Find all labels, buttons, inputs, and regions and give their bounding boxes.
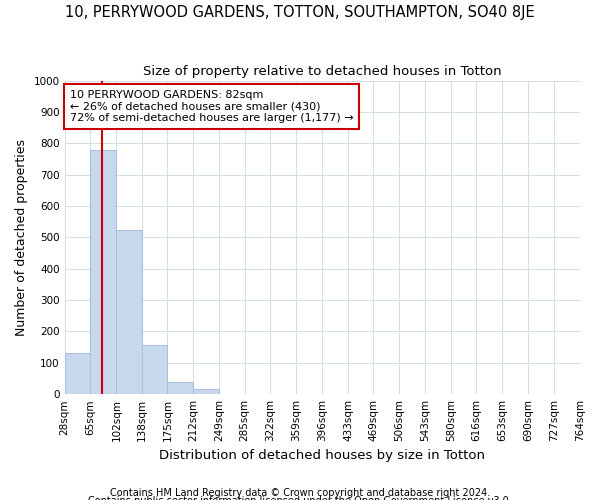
Bar	[116, 230, 142, 394]
Text: 10, PERRYWOOD GARDENS, TOTTON, SOUTHAMPTON, SO40 8JE: 10, PERRYWOOD GARDENS, TOTTON, SOUTHAMPT…	[65, 5, 535, 20]
Text: Contains public sector information licensed under the Open Government Licence v3: Contains public sector information licen…	[88, 496, 512, 500]
Bar	[91, 150, 116, 394]
X-axis label: Distribution of detached houses by size in Totton: Distribution of detached houses by size …	[159, 450, 485, 462]
Bar	[65, 354, 91, 394]
Y-axis label: Number of detached properties: Number of detached properties	[15, 139, 28, 336]
Title: Size of property relative to detached houses in Totton: Size of property relative to detached ho…	[143, 65, 502, 78]
Bar	[167, 382, 193, 394]
Bar	[142, 344, 167, 394]
Bar	[193, 390, 220, 394]
Text: Contains HM Land Registry data © Crown copyright and database right 2024.: Contains HM Land Registry data © Crown c…	[110, 488, 490, 498]
Text: 10 PERRYWOOD GARDENS: 82sqm
← 26% of detached houses are smaller (430)
72% of se: 10 PERRYWOOD GARDENS: 82sqm ← 26% of det…	[70, 90, 353, 123]
